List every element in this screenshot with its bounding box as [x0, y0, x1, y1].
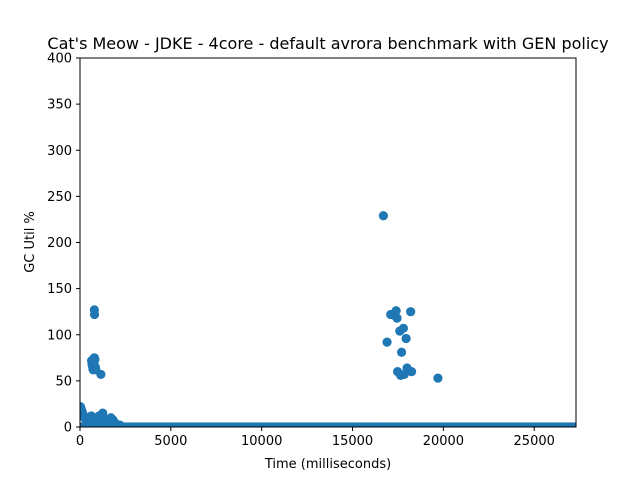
data-point — [378, 211, 389, 221]
data-point — [396, 347, 407, 357]
data-point — [398, 323, 408, 333]
y-tick-label: 150 — [47, 282, 72, 297]
data-point — [89, 309, 100, 320]
x-tick-label: 0 — [76, 434, 84, 449]
data-point — [96, 369, 106, 380]
x-tick-label: 10000 — [241, 434, 282, 449]
y-tick-label: 250 — [47, 190, 72, 205]
y-tick-label: 350 — [47, 98, 72, 113]
y-tick-label: 0 — [64, 421, 72, 436]
x-tick-label: 25000 — [514, 434, 555, 449]
data-point — [391, 306, 401, 316]
y-tick-label: 200 — [47, 236, 72, 251]
x-tick-label: 15000 — [332, 434, 373, 449]
points-layer — [80, 211, 576, 427]
data-point — [433, 373, 443, 383]
x-axis-label: Time (milliseconds) — [264, 457, 391, 472]
ticks-layer: 0 5000 10000 15000 20000 25000 0 50 100 150 200 250… — [47, 52, 555, 450]
x-tick-label: 20000 — [423, 434, 464, 449]
data-point — [401, 333, 411, 344]
y-tick-label: 300 — [47, 144, 72, 159]
y-axis-label: GC Util % — [23, 211, 38, 273]
data-point — [406, 367, 417, 377]
y-tick-label: 100 — [47, 328, 72, 343]
y-tick-label: 50 — [55, 374, 72, 389]
data-point — [382, 337, 392, 347]
data-point — [571, 422, 576, 427]
data-point — [392, 313, 402, 323]
data-point — [406, 307, 416, 317]
data-point — [90, 355, 100, 365]
data-point — [115, 420, 125, 427]
plot-frame — [79, 57, 577, 428]
y-tick-label: 400 — [47, 52, 72, 67]
x-tick-label: 5000 — [154, 434, 187, 449]
chart-title: Cat's Meow - JDKE - 4core - default avro… — [47, 34, 608, 53]
